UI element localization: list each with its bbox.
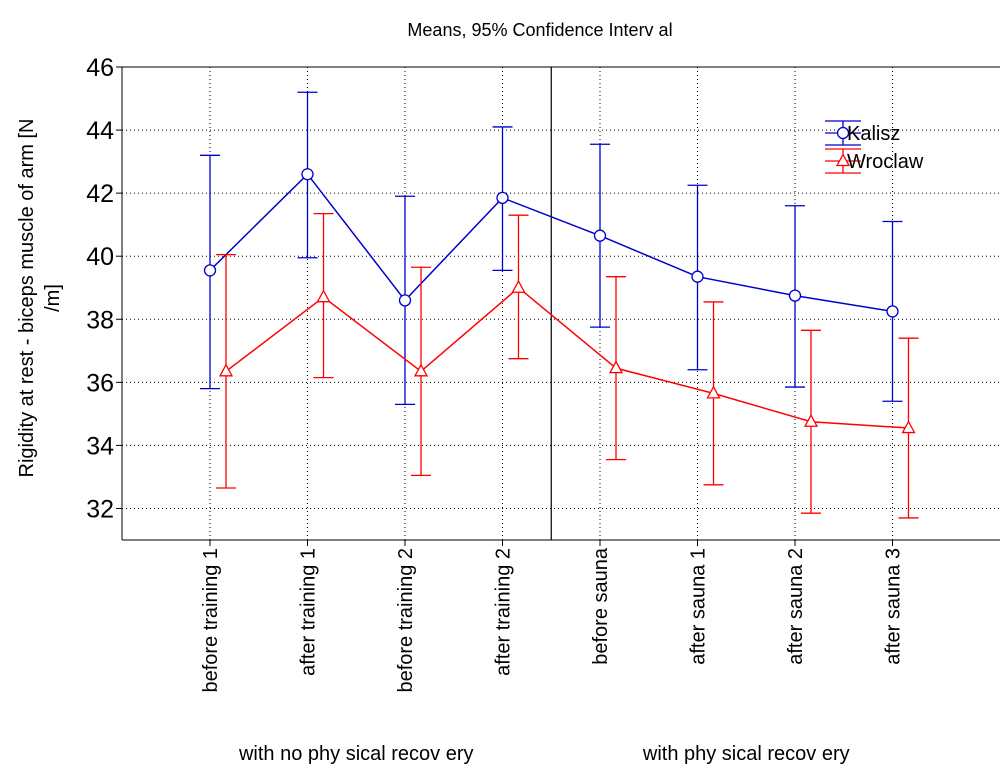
y-tick-label: 40 xyxy=(86,243,114,271)
x-tick-label: after sauna 1 xyxy=(688,548,710,665)
data-point xyxy=(901,420,916,434)
data-point xyxy=(398,294,412,307)
data-point xyxy=(608,360,624,374)
legend-label: Kalisz xyxy=(847,123,900,145)
legend-label: Wroclaw xyxy=(847,151,924,173)
y-axis-label-line-1: Rigidity at rest - biceps muscle of arm … xyxy=(16,119,38,478)
legend-marker xyxy=(835,153,851,167)
x-tick-label: before sauna xyxy=(590,547,612,665)
data-point xyxy=(706,385,721,399)
series-line xyxy=(209,173,893,313)
y-tick-label: 34 xyxy=(86,432,114,460)
series xyxy=(200,91,919,519)
legend-item-kalisz: Kalisz xyxy=(825,120,900,146)
axes xyxy=(116,66,1000,546)
axis-labels: 32 34 36 38 40 42 44 46 before training 1 after t… xyxy=(86,54,904,765)
y-axis-label: Rigidity at rest - biceps muscle of arm … xyxy=(16,119,64,478)
data-point xyxy=(788,289,802,302)
data-point xyxy=(301,168,314,181)
y-tick-label: 38 xyxy=(86,306,114,334)
data-point xyxy=(803,413,819,427)
x-tick-label: before training 2 xyxy=(395,548,417,693)
group-label: with phy sical recov ery xyxy=(642,743,850,765)
series-kalisz xyxy=(200,91,903,406)
x-tick-label: after training 2 xyxy=(493,548,515,676)
series-wroclaw xyxy=(216,212,919,519)
data-point xyxy=(886,305,899,318)
x-tick-label: before training 1 xyxy=(200,548,222,693)
data-point xyxy=(413,363,429,377)
data-point xyxy=(203,264,217,277)
data-point xyxy=(496,191,509,205)
data-point xyxy=(316,289,331,303)
legend-marker xyxy=(836,126,850,140)
data-point xyxy=(511,279,526,293)
y-tick-label: 42 xyxy=(86,180,114,208)
data-point xyxy=(593,229,607,242)
legend: Kalisz Wroclaw xyxy=(825,120,924,174)
y-tick-label: 44 xyxy=(86,117,114,145)
x-tick-label: after training 1 xyxy=(298,548,320,676)
group-label: with no phy sical recov ery xyxy=(238,743,474,765)
x-tick-label: after sauna 3 xyxy=(883,548,905,665)
y-axis-label-line-2: /m] xyxy=(42,284,64,312)
data-point xyxy=(218,363,234,377)
y-tick-label: 46 xyxy=(86,54,114,82)
series-line xyxy=(225,286,909,429)
legend-item-wroclaw: Wroclaw xyxy=(825,148,924,174)
chart-title: Means, 95% Confidence Interv al xyxy=(407,20,672,40)
data-point xyxy=(691,270,704,283)
y-tick-label: 36 xyxy=(86,369,114,397)
y-tick-label: 32 xyxy=(86,495,114,523)
x-tick-label: after sauna 2 xyxy=(785,548,807,665)
